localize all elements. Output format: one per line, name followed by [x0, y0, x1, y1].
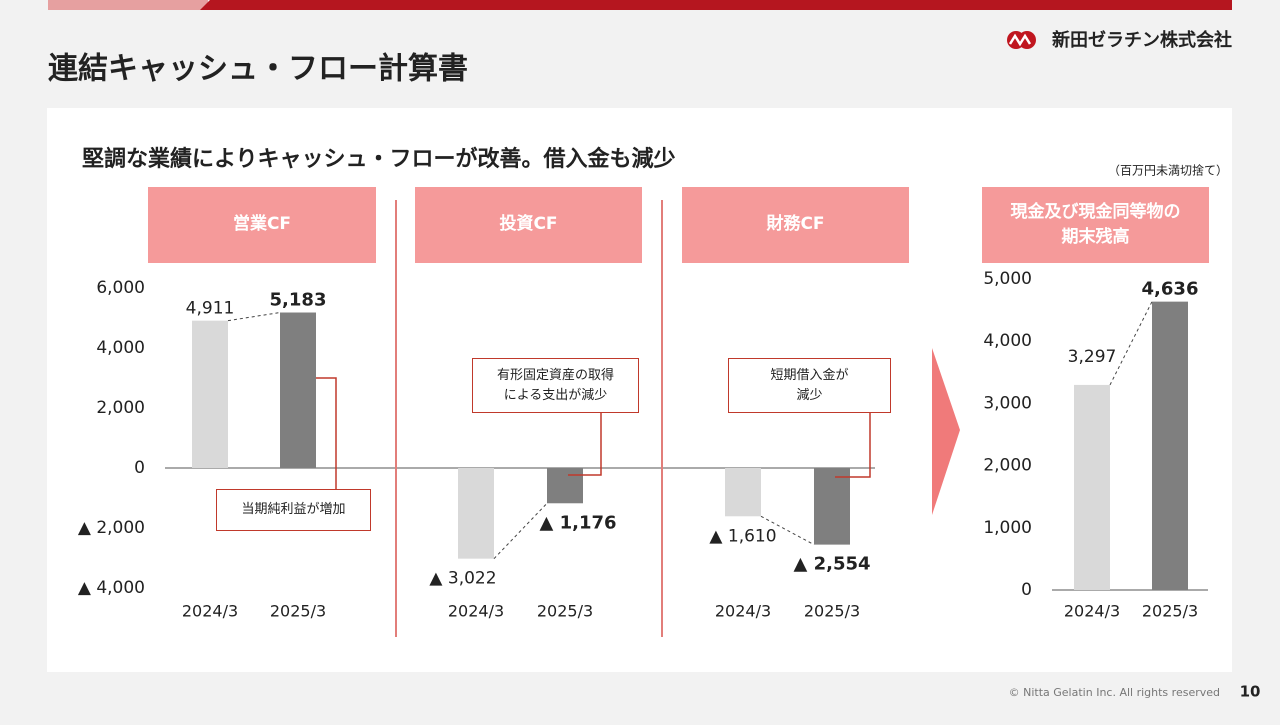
connector — [227, 312, 281, 322]
y-tick-label: 4,000 — [96, 338, 145, 358]
x-tick-label: 2025/3 — [804, 602, 860, 621]
page-number: 10 — [1240, 683, 1261, 701]
section-header-text: 投資CF — [499, 214, 558, 235]
page-title: 連結キャッシュ・フロー計算書 — [48, 52, 468, 87]
bar — [547, 468, 583, 504]
annotation: 有形固定資産の取得による支出が減少 — [472, 358, 639, 413]
callout-line — [316, 377, 337, 489]
y-tick-label: 2,000 — [983, 456, 1032, 476]
y-tick-label: 1,000 — [983, 518, 1032, 538]
x-tick-label: 2025/3 — [270, 602, 326, 621]
x-tick-label: 2025/3 — [1142, 602, 1198, 621]
y-tick-label: 2,000 — [96, 398, 145, 418]
x-tick-label: 2024/3 — [715, 602, 771, 621]
section-header: 投資CF — [415, 187, 642, 263]
annotation-text: 短期借入金が減少 — [770, 368, 849, 403]
data-label: ▲ 1,176 — [539, 512, 616, 533]
data-label: 5,183 — [270, 290, 327, 311]
y-tick-label: ▲ 2,000 — [78, 518, 145, 538]
section-header: 営業CF — [148, 187, 376, 263]
y-tick-label: 3,000 — [983, 393, 1032, 413]
data-label: ▲ 1,610 — [709, 526, 776, 546]
top-bar — [200, 0, 1232, 10]
bar — [1152, 301, 1188, 590]
data-label: ▲ 2,554 — [793, 554, 870, 575]
callout-line — [568, 411, 602, 476]
callout-line — [835, 411, 871, 478]
data-label: ▲ 3,022 — [429, 569, 496, 589]
y-tick-label: 4,000 — [983, 331, 1032, 351]
data-label: 3,297 — [1068, 347, 1117, 367]
annotation: 当期純利益が増加 — [216, 489, 371, 531]
section-header: 財務CF — [682, 187, 909, 263]
annotation-text: 有形固定資産の取得による支出が減少 — [496, 368, 614, 403]
bar — [280, 312, 316, 468]
copyright: © Nitta Gelatin Inc. All rights reserved — [1009, 686, 1220, 699]
section-header-text: 現金及び現金同等物の期末残高 — [1010, 201, 1181, 248]
bar — [1074, 384, 1110, 590]
section-header-text: 営業CF — [232, 214, 292, 235]
annotation-text: 当期純利益が増加 — [241, 502, 346, 518]
y-tick-label: ▲ 4,000 — [78, 578, 145, 598]
bar — [814, 468, 850, 545]
data-label: 4,911 — [186, 299, 235, 319]
y-tick-label: 0 — [134, 458, 145, 478]
section-header-text: 財務CF — [766, 214, 825, 235]
arrow — [932, 348, 960, 515]
subtitle: 堅調な業績によりキャッシュ・フローが改善。借入金も減少 — [82, 146, 676, 172]
x-tick-label: 2024/3 — [1064, 602, 1120, 621]
y-tick-label: 5,000 — [983, 269, 1032, 289]
x-tick-label: 2024/3 — [182, 602, 238, 621]
section-header: 現金及び現金同等物の期末残高 — [982, 187, 1209, 263]
x-tick-label: 2025/3 — [537, 602, 593, 621]
bar — [725, 468, 761, 517]
logo — [1007, 31, 1036, 49]
y-tick-label: 0 — [1021, 580, 1032, 600]
data-label: 4,636 — [1142, 279, 1199, 300]
connector — [760, 515, 815, 546]
x-tick-label: 2024/3 — [448, 602, 504, 621]
unit-note: （百万円未満切捨て） — [1108, 163, 1228, 178]
annotation: 短期借入金が減少 — [728, 358, 891, 413]
top-bar-light — [48, 0, 208, 10]
bar — [458, 468, 494, 559]
y-tick-label: 6,000 — [96, 278, 145, 298]
company-name: 新田ゼラチン株式会社 — [1052, 29, 1232, 51]
bar — [192, 320, 228, 468]
connector — [493, 502, 548, 560]
